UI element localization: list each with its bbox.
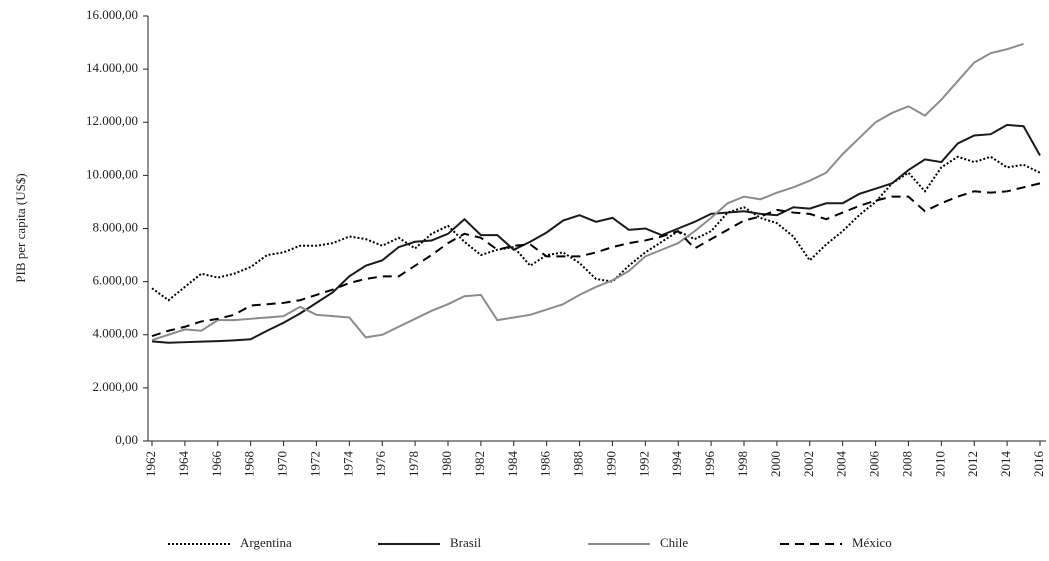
y-tick-label: 0,00 [115, 432, 138, 447]
y-axis-label: PIB per capita (US$) [13, 173, 28, 282]
x-tick-label: 1962 [143, 451, 158, 477]
x-tick-label: 1994 [669, 451, 684, 478]
y-tick-label: 2.000,00 [93, 379, 139, 394]
series-line [151, 42, 1024, 342]
x-tick-label: 1980 [439, 451, 454, 477]
x-tick-label: 1982 [472, 451, 487, 477]
x-tick-label: 2016 [1031, 451, 1046, 478]
x-tick-label: 1964 [176, 451, 191, 478]
series-line [151, 123, 1041, 344]
y-tick-label: 6.000,00 [93, 273, 139, 288]
y-tick-label: 12.000,00 [86, 113, 138, 128]
x-tick-label: 1992 [636, 451, 651, 477]
x-tick-label: 2012 [965, 451, 980, 477]
legend-label: Argentina [240, 535, 292, 550]
x-tick-label: 1988 [571, 451, 586, 477]
x-tick-label: 1984 [505, 451, 520, 478]
x-tick-label: 1996 [702, 451, 717, 478]
y-tick-label: 14.000,00 [86, 60, 138, 75]
x-tick-label: 2006 [867, 451, 882, 478]
series-line [151, 155, 1041, 302]
x-tick-label: 1970 [275, 451, 290, 477]
x-tick-label: 1972 [307, 451, 322, 477]
x-tick-label: 1974 [340, 451, 355, 478]
x-tick-label: 2002 [801, 451, 816, 477]
x-tick-label: 1990 [603, 451, 618, 477]
legend-label: México [852, 535, 892, 550]
x-tick-label: 2008 [899, 451, 914, 477]
x-tick-label: 1968 [242, 451, 257, 477]
series-line [151, 182, 1041, 338]
legend-label: Brasil [450, 535, 481, 550]
x-tick-label: 1966 [209, 451, 224, 478]
x-tick-label: 2004 [834, 451, 849, 478]
y-tick-label: 4.000,00 [93, 326, 139, 341]
y-tick-label: 16.000,00 [86, 7, 138, 22]
x-tick-label: 1998 [735, 451, 750, 477]
x-tick-label: 2014 [998, 451, 1013, 478]
legend-label: Chile [660, 535, 688, 550]
x-tick-label: 1978 [406, 451, 421, 477]
y-tick-label: 10.000,00 [86, 166, 138, 181]
x-tick-label: 2010 [932, 451, 947, 477]
x-tick-label: 1986 [538, 451, 553, 478]
x-tick-label: 1976 [373, 451, 388, 478]
y-tick-label: 8.000,00 [93, 219, 139, 234]
x-tick-label: 2000 [768, 451, 783, 477]
